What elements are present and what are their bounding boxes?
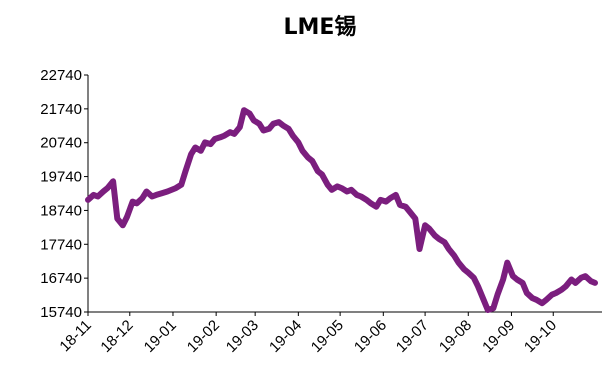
x-tick-label: 19-05	[308, 317, 347, 356]
y-tick-label: 19740	[40, 169, 82, 186]
y-tick-label: 21740	[40, 101, 82, 118]
y-tick-label: 15740	[40, 304, 82, 321]
x-tick-label: 19-03	[223, 317, 262, 356]
x-axis-ticks: 18-11 18-12 19-01 19-02 19-03 19-04 19-05 19-06…	[56, 312, 560, 356]
series-line-0	[85, 107, 598, 313]
x-tick-label: 19-07	[393, 317, 432, 356]
y-tick-label: 18740	[40, 202, 82, 219]
y-tick-label: 20740	[40, 135, 82, 152]
y-tick-label: 22740	[40, 67, 82, 84]
x-tick-label: 19-04	[266, 317, 305, 356]
x-tick-label: 19-02	[184, 317, 223, 356]
chart-title: LME锡	[284, 15, 357, 40]
y-axis-ticks: 15740 16740 17740 18740 19740 20740 21740 22740	[40, 67, 88, 321]
x-tick-label: 19-01	[141, 317, 180, 356]
x-tick-label: 19-10	[521, 317, 560, 356]
y-tick-label: 16740	[40, 270, 82, 287]
x-tick-label: 18-12	[97, 317, 136, 356]
y-tick-label: 17740	[40, 236, 82, 253]
x-tick-label: 19-06	[351, 317, 390, 356]
series-layer	[85, 107, 598, 313]
x-tick-label: 19-08	[436, 317, 475, 356]
x-tick-label: 19-09	[479, 317, 518, 356]
x-tick-label: 18-11	[56, 317, 94, 355]
